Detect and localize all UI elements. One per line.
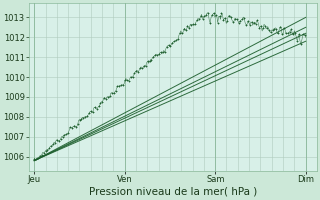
X-axis label: Pression niveau de la mer( hPa ): Pression niveau de la mer( hPa ) — [89, 187, 257, 197]
